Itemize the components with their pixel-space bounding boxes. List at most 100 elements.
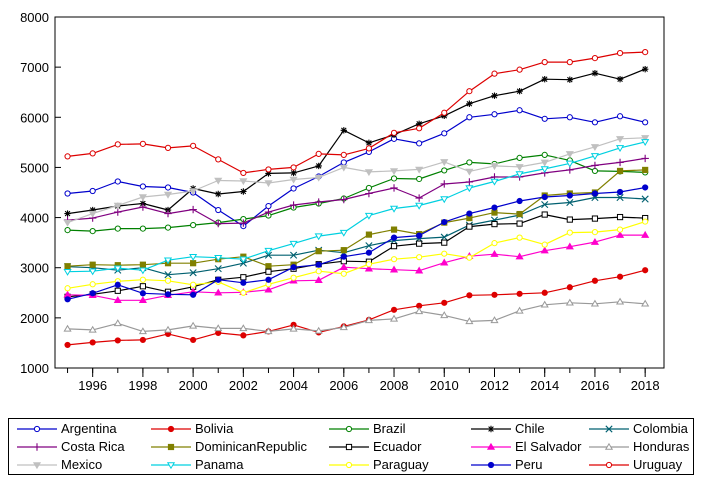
data-point <box>415 202 424 210</box>
legend-marker <box>33 443 41 451</box>
x-tick-label: 2014 <box>530 378 559 393</box>
data-point <box>541 75 548 83</box>
data-point <box>190 281 197 288</box>
data-point <box>415 120 423 128</box>
legend-marker <box>605 461 613 469</box>
y-tick-label: 7000 <box>20 60 49 75</box>
data-point <box>466 114 473 121</box>
data-point <box>214 265 222 273</box>
data-point <box>88 210 97 218</box>
data-point <box>616 193 624 202</box>
data-point <box>566 216 573 223</box>
data-point <box>315 248 322 255</box>
x-tick-label: 2008 <box>380 378 409 393</box>
data-point <box>214 288 223 296</box>
data-point <box>89 261 96 268</box>
data-point <box>466 100 473 107</box>
data-point <box>540 246 549 254</box>
data-point <box>215 206 222 214</box>
x-tick-label: 2004 <box>279 378 308 393</box>
legend-swatch <box>17 425 57 433</box>
data-point <box>89 150 96 157</box>
data-point <box>239 324 248 332</box>
data-point <box>113 265 122 273</box>
legend-swatch <box>17 443 57 451</box>
data-point <box>138 327 147 335</box>
series-ecuador <box>64 211 649 300</box>
data-point <box>139 261 146 268</box>
data-point <box>365 231 373 238</box>
data-point <box>516 290 523 297</box>
x-tick-label: 2000 <box>179 378 208 393</box>
data-point <box>314 276 323 283</box>
data-point <box>64 227 71 234</box>
data-point <box>340 159 347 166</box>
data-point <box>590 153 600 161</box>
data-point <box>591 277 599 284</box>
legend-label: Honduras <box>633 439 690 454</box>
legend-label: Costa Rica <box>61 439 125 454</box>
data-point <box>164 224 172 231</box>
legend-label: Paraguay <box>373 457 429 472</box>
data-point <box>440 196 449 204</box>
data-point <box>491 111 498 118</box>
data-point <box>89 187 96 195</box>
data-point <box>516 220 523 227</box>
data-point <box>540 166 549 174</box>
data-point <box>466 223 473 230</box>
data-point <box>491 209 498 216</box>
data-point <box>314 198 323 206</box>
legend-swatch <box>589 461 629 469</box>
data-point <box>642 166 649 174</box>
data-point <box>516 66 523 73</box>
data-point <box>314 174 323 182</box>
data-point <box>139 290 146 297</box>
data-point <box>440 258 449 266</box>
data-point <box>239 219 248 227</box>
data-point <box>416 240 423 247</box>
data-point <box>264 180 273 188</box>
data-point <box>466 210 473 217</box>
legend-swatch <box>151 425 191 433</box>
data-point <box>164 209 172 218</box>
legend-label: Ecuador <box>373 439 422 454</box>
data-point <box>616 273 624 280</box>
data-point <box>615 230 625 238</box>
data-point <box>540 300 549 308</box>
data-point <box>240 332 247 339</box>
data-point <box>189 253 198 261</box>
data-point <box>365 261 373 268</box>
data-point <box>365 189 373 198</box>
data-point <box>590 144 600 152</box>
series-line <box>67 157 646 225</box>
data-point <box>565 298 574 306</box>
series-uruguay <box>64 49 649 177</box>
data-point <box>289 176 298 184</box>
series-argentina <box>64 107 649 230</box>
legend-label: Colombia <box>633 421 688 436</box>
data-point <box>190 260 197 267</box>
data-point <box>365 242 373 250</box>
data-point <box>541 59 548 66</box>
data-point <box>264 208 273 216</box>
data-point <box>389 265 399 273</box>
data-point <box>641 65 649 73</box>
data-point <box>566 114 573 121</box>
y-tick-label: 5000 <box>20 160 49 175</box>
legend-swatch <box>471 461 511 469</box>
data-point <box>365 145 373 152</box>
data-point <box>113 296 122 304</box>
data-point <box>240 289 247 296</box>
data-point <box>642 218 649 225</box>
data-point <box>63 219 72 227</box>
data-point <box>113 319 122 327</box>
series-line <box>67 154 646 232</box>
data-point <box>591 190 599 197</box>
data-point <box>315 261 322 268</box>
data-point <box>339 323 348 331</box>
data-point <box>515 164 524 172</box>
data-point <box>515 306 524 314</box>
data-point <box>214 177 223 185</box>
data-point <box>491 204 498 211</box>
